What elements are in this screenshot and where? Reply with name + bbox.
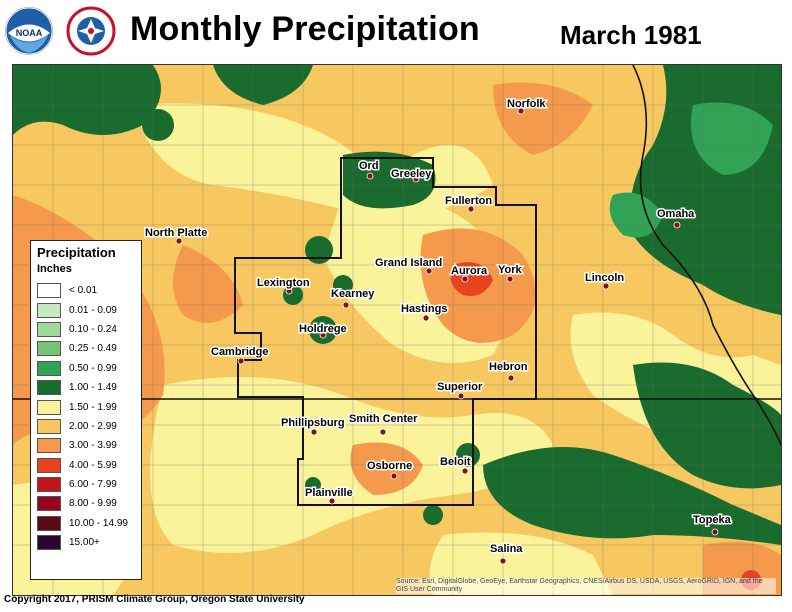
legend-row: 8.00 - 9.99 — [37, 494, 137, 513]
legend-label: 0.50 - 0.99 — [69, 362, 117, 374]
legend-label: 6.00 - 7.99 — [69, 479, 117, 491]
legend-swatch — [37, 380, 61, 396]
svg-text:NOAA: NOAA — [16, 28, 43, 38]
legend-title: Precipitation — [37, 245, 116, 260]
legend-row: 0.50 - 0.99 — [37, 359, 137, 378]
city-label-lexington: Lexington — [257, 277, 310, 289]
legend-swatch — [37, 341, 61, 357]
nws-logo — [66, 6, 116, 56]
city-label-lincoln: Lincoln — [585, 272, 624, 284]
legend-swatch — [37, 283, 61, 299]
legend-swatch — [37, 302, 61, 318]
city-label-aurora: Aurora — [451, 265, 488, 277]
legend-row: < 0.01 — [37, 281, 137, 300]
legend-row: 3.00 - 3.99 — [37, 436, 137, 455]
legend-row: 1.00 - 1.49 — [37, 378, 137, 397]
city-label-greeley: Greeley — [391, 168, 432, 180]
period-label: March 1981 — [560, 20, 702, 50]
forecast-area-outline — [234, 157, 537, 506]
legend-label: 15.00+ — [69, 537, 100, 549]
city-label-york: York — [498, 264, 523, 276]
city-label-phillipsburg: Phillipsburg — [281, 417, 345, 429]
legend-label: 0.25 - 0.49 — [69, 343, 117, 355]
legend-swatch — [37, 321, 61, 337]
legend-row: 0.10 - 0.24 — [37, 320, 137, 339]
legend-label: 0.10 - 0.24 — [69, 323, 117, 335]
legend-swatch — [37, 418, 61, 434]
legend-label: 10.00 - 14.99 — [69, 517, 128, 529]
legend-swatch — [37, 496, 61, 512]
legend-swatch — [37, 535, 61, 551]
legend-units: Inches — [37, 263, 72, 275]
city-label-hastings: Hastings — [401, 303, 447, 315]
legend-row: 10.00 - 14.99 — [37, 514, 137, 533]
legend-label: 3.00 - 3.99 — [69, 440, 117, 452]
city-label-kearney: Kearney — [331, 288, 375, 300]
legend-swatch — [37, 477, 61, 493]
legend-row: 4.00 - 5.99 — [37, 456, 137, 475]
legend-rows: < 0.01 0.01 - 0.09 0.10 - 0.24 0.25 - 0.49 0… — [37, 281, 137, 552]
city-markers — [175, 107, 719, 565]
copyright: Copyright 2017, PRISM Climate Group, Ore… — [4, 594, 305, 605]
city-label-osborne: Osborne — [367, 460, 412, 472]
legend-swatch — [37, 515, 61, 531]
source-attribution: Source: Esri, DigitalGlobe, GeoEye, Eart… — [396, 578, 776, 594]
legend-row: 6.00 - 7.99 — [37, 475, 137, 494]
legend-label: 0.01 - 0.09 — [69, 304, 117, 316]
legend-swatch — [37, 438, 61, 454]
legend-row: 2.00 - 2.99 — [37, 417, 137, 436]
city-label-ord: Ord — [359, 160, 379, 172]
page-title: Monthly Precipitation — [130, 10, 480, 48]
legend: Precipitation Inches < 0.01 0.01 - 0.09 0.… — [30, 240, 142, 580]
header: NOAA Monthly Precipitation March 1981 — [0, 0, 792, 64]
city-label-fullerton: Fullerton — [445, 195, 492, 207]
city-label-north-platte: North Platte — [145, 227, 207, 239]
city-label-hebron: Hebron — [489, 361, 528, 373]
legend-row: 15.00+ — [37, 533, 137, 552]
city-label-salina: Salina — [490, 543, 523, 555]
city-label-norfolk: Norfolk — [507, 98, 546, 110]
legend-row: 1.50 - 1.99 — [37, 397, 137, 416]
city-label-grand-island: Grand Island — [375, 257, 442, 269]
legend-label: 1.00 - 1.49 — [69, 382, 117, 394]
legend-swatch — [37, 457, 61, 473]
legend-row: 0.25 - 0.49 — [37, 339, 137, 358]
legend-swatch — [37, 360, 61, 376]
legend-label: < 0.01 — [69, 285, 98, 297]
legend-row: 0.01 - 0.09 — [37, 300, 137, 319]
legend-swatch — [37, 399, 61, 415]
city-label-superior: Superior — [437, 381, 483, 393]
city-label-omaha: Omaha — [657, 208, 695, 220]
city-label-cambridge: Cambridge — [211, 346, 268, 358]
city-label-topeka: Topeka — [693, 514, 732, 526]
legend-label: 4.00 - 5.99 — [69, 459, 117, 471]
legend-label: 2.00 - 2.99 — [69, 420, 117, 432]
zone-0-50 — [609, 102, 773, 238]
legend-label: 1.50 - 1.99 — [69, 401, 117, 413]
city-label-holdrege: Holdrege — [299, 323, 347, 335]
noaa-logo: NOAA — [5, 7, 53, 55]
city-labels: Norfolk Ord Greeley Fullerton Omaha Nort… — [144, 97, 734, 557]
city-label-plainville: Plainville — [305, 487, 353, 499]
city-label-beloit: Beloit — [440, 456, 471, 468]
legend-label: 8.00 - 9.99 — [69, 498, 117, 510]
city-label-smith-center: Smith Center — [349, 413, 418, 425]
